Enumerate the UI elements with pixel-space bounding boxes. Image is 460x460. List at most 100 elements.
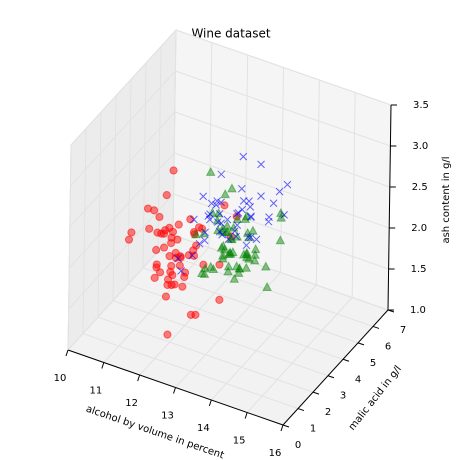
point xyxy=(161,292,171,301)
point xyxy=(233,267,244,277)
point xyxy=(175,261,184,270)
point xyxy=(250,249,260,259)
z-tick-label: 3.0 xyxy=(412,141,428,152)
point xyxy=(220,189,231,199)
y-tick xyxy=(357,342,365,346)
point xyxy=(161,226,170,235)
point xyxy=(219,244,230,254)
point xyxy=(192,241,201,250)
grid-line xyxy=(97,112,102,318)
grid-line xyxy=(142,62,147,268)
grid-line xyxy=(174,111,390,188)
grid-line xyxy=(172,29,177,236)
grid-line xyxy=(142,267,359,344)
point xyxy=(264,217,273,226)
grid-line xyxy=(103,247,210,363)
y-tick-label: 2 xyxy=(325,407,331,418)
point xyxy=(169,166,178,175)
point xyxy=(163,275,173,284)
x-tick-label: 12 xyxy=(125,398,138,409)
grid-line xyxy=(244,54,249,261)
grid-line xyxy=(70,70,176,187)
z-tick-label: 1.5 xyxy=(411,264,427,275)
point xyxy=(207,199,216,208)
z-tick-label: 1.0 xyxy=(410,305,426,316)
point xyxy=(246,203,255,211)
point xyxy=(217,253,228,263)
grid-line xyxy=(68,152,175,269)
point xyxy=(224,248,234,258)
point xyxy=(250,244,261,254)
point xyxy=(248,225,258,235)
point xyxy=(166,267,175,276)
point xyxy=(199,192,208,201)
x-tick-label: 13 xyxy=(161,411,174,422)
grid-line xyxy=(82,333,299,410)
point xyxy=(215,210,224,218)
point xyxy=(228,246,238,257)
point xyxy=(191,229,201,239)
point xyxy=(217,219,226,228)
y-tick-label: 1 xyxy=(310,424,316,435)
point xyxy=(252,235,261,244)
grid-line xyxy=(157,250,374,327)
point xyxy=(275,235,286,245)
point xyxy=(215,295,224,304)
point xyxy=(275,187,284,196)
point xyxy=(145,224,154,233)
y-axis xyxy=(282,309,389,426)
point xyxy=(241,249,252,259)
point xyxy=(217,250,228,260)
point xyxy=(196,267,207,278)
point xyxy=(257,160,265,169)
x-tick-label: 11 xyxy=(89,386,102,397)
point xyxy=(234,263,245,273)
point xyxy=(163,330,172,339)
point xyxy=(217,198,225,207)
point xyxy=(222,220,233,230)
point xyxy=(199,268,210,278)
point xyxy=(155,212,164,222)
z-axis-label: ash content in g/l xyxy=(441,156,452,243)
point xyxy=(200,263,210,273)
x-tick xyxy=(208,399,212,407)
y-tick-label: 0 xyxy=(295,440,301,451)
point xyxy=(215,227,224,236)
point xyxy=(242,247,252,257)
z-axis xyxy=(387,104,392,311)
point xyxy=(143,204,153,213)
grid-line xyxy=(175,272,281,388)
grid-line xyxy=(172,234,389,311)
point xyxy=(186,215,195,224)
x-tick-label: 15 xyxy=(233,436,246,447)
point xyxy=(124,235,134,244)
point xyxy=(218,230,226,239)
point xyxy=(233,221,242,229)
point xyxy=(238,205,247,214)
y-tick-label: 5 xyxy=(370,358,376,369)
point xyxy=(234,263,245,273)
point xyxy=(246,233,255,242)
grid-line xyxy=(67,144,72,351)
x-tick-label: 10 xyxy=(54,373,67,384)
x-tick xyxy=(173,387,176,394)
x-tick xyxy=(280,424,284,432)
y-tick-label: 6 xyxy=(385,341,391,352)
point xyxy=(159,243,169,252)
point xyxy=(173,235,182,244)
point xyxy=(152,245,161,255)
grid-line xyxy=(175,29,392,106)
grid-line xyxy=(175,70,391,147)
y-tick-label: 3 xyxy=(340,391,346,402)
point xyxy=(237,184,246,193)
point xyxy=(262,281,272,291)
point xyxy=(205,166,216,176)
x-tick-label: 14 xyxy=(197,423,210,434)
point xyxy=(241,262,252,272)
grid-line xyxy=(127,79,132,285)
point xyxy=(186,310,196,319)
point xyxy=(283,180,292,189)
z-tick-label: 2.5 xyxy=(412,182,428,193)
z-tick-label: 3.5 xyxy=(413,100,429,111)
